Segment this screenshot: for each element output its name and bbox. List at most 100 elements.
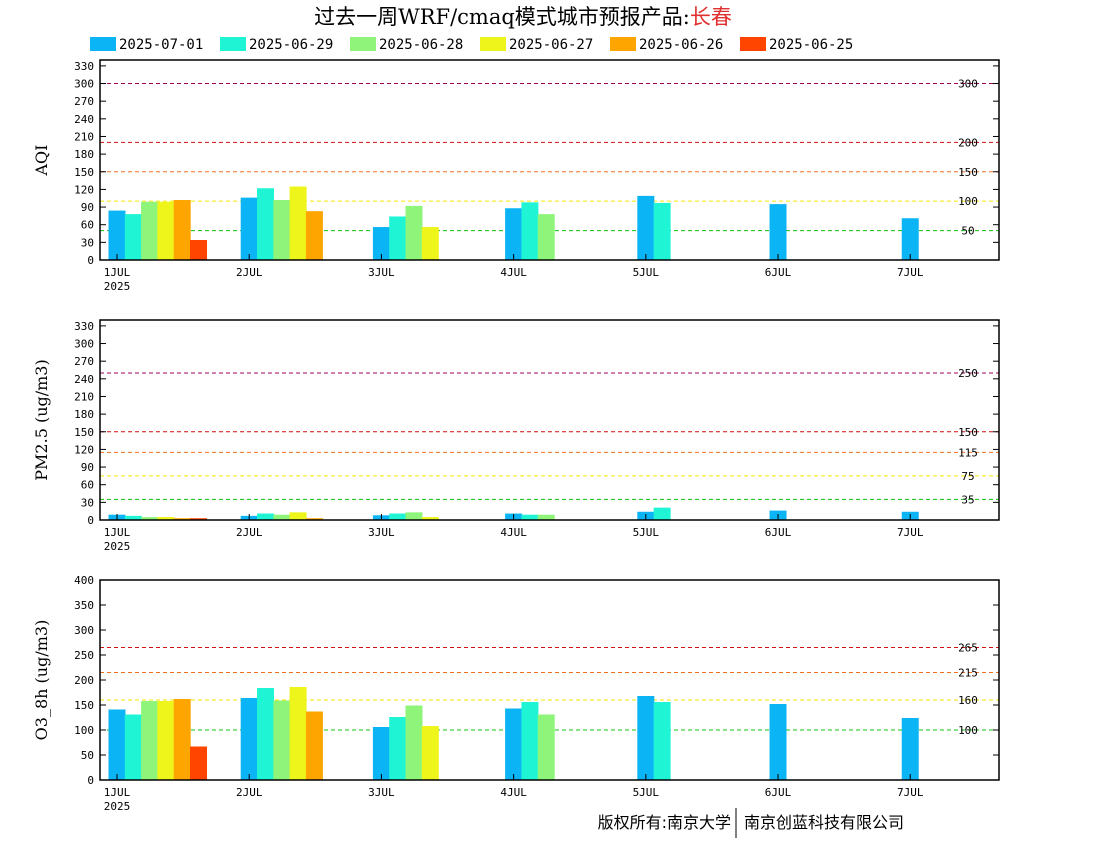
xtick-label-0-6: 7JUL <box>897 266 924 279</box>
ytick-label-2-8: 400 <box>74 574 94 587</box>
ytick-label-0-0: 0 <box>87 254 94 267</box>
legend-label-2: 2025-06-28 <box>379 37 463 53</box>
bar-p2-d2-s2 <box>405 705 423 780</box>
threshold-label-0-1: 200 <box>958 136 978 149</box>
bar-p0-d0-s3 <box>157 201 175 260</box>
bar-p2-d5-s0 <box>769 704 787 780</box>
threshold-label-0-3: 100 <box>958 195 978 208</box>
bar-p0-d1-s4 <box>305 211 323 260</box>
xtick-label-2-6: 7JUL <box>897 786 924 799</box>
threshold-label-0-0: 300 <box>958 78 978 91</box>
bar-p1-d1-s2 <box>273 514 291 520</box>
bar-p2-d1-s0 <box>240 698 258 780</box>
ytick-label-1-2: 60 <box>81 479 94 492</box>
bar-p1-d0-s2 <box>141 517 159 520</box>
bar-p2-d2-s1 <box>389 717 407 780</box>
bar-p0-d4-s1 <box>653 202 671 260</box>
bar-p1-d2-s2 <box>405 512 423 520</box>
bar-p0-d0-s5 <box>190 240 207 260</box>
bar-p2-d2-s0 <box>372 727 390 780</box>
ytick-label-0-2: 60 <box>81 219 94 232</box>
threshold-label-2-2: 160 <box>958 694 978 707</box>
bar-p0-d2-s0 <box>372 227 390 260</box>
threshold-label-1-0: 250 <box>958 367 978 380</box>
bar-p1-d2-s1 <box>389 513 407 520</box>
bar-p2-d3-s1 <box>521 702 539 780</box>
copyright-left: 版权所有:南京大学 <box>598 813 731 832</box>
panel-0: 300 200 150 100 50 0 30 60 90 120 150 180 210 240 270 3… <box>32 59 1000 293</box>
bar-p0-d1-s2 <box>273 200 291 260</box>
xtick-label-2-2: 3JUL <box>368 786 395 799</box>
threshold-label-1-4: 35 <box>961 493 974 506</box>
bar-p1-d0-s3 <box>157 517 175 520</box>
bar-p1-d3-s1 <box>521 514 539 520</box>
ytick-label-1-3: 90 <box>81 461 94 474</box>
chart-title: 过去一周WRF/cmaq模式城市预报产品:长春 <box>314 5 732 29</box>
bar-p1-d0-s4 <box>173 518 191 520</box>
legend-swatch-1 <box>220 37 246 51</box>
ytick-label-0-4: 120 <box>74 183 94 196</box>
xtick-label-2-0: 1JUL <box>104 786 131 799</box>
ytick-label-2-7: 350 <box>74 599 94 612</box>
threshold-label-2-1: 215 <box>958 667 978 680</box>
bar-p2-d4-s0 <box>637 696 655 780</box>
bar-p2-d4-s1 <box>653 702 671 780</box>
threshold-label-2-3: 100 <box>958 724 978 737</box>
xtick-label-1-5: 6JUL <box>765 526 792 539</box>
bar-p0-d2-s2 <box>405 205 423 260</box>
bar-p1-d0-s1 <box>124 515 142 520</box>
chart-title-city: 长春 <box>690 5 732 29</box>
bar-p0-d2-s3 <box>421 227 439 260</box>
ytick-label-2-6: 300 <box>74 624 94 637</box>
xtick-year-1: 2025 <box>104 540 131 553</box>
ytick-label-2-4: 200 <box>74 674 94 687</box>
ytick-label-0-9: 270 <box>74 95 94 108</box>
xtick-label-2-5: 6JUL <box>765 786 792 799</box>
threshold-label-0-2: 150 <box>958 166 978 179</box>
xtick-label-1-6: 7JUL <box>897 526 924 539</box>
bar-p2-d0-s5 <box>190 746 207 780</box>
bar-p0-d0-s1 <box>124 214 142 260</box>
bar-p0-d6-s0 <box>901 218 919 260</box>
xtick-label-1-2: 3JUL <box>368 526 395 539</box>
ytick-label-0-5: 150 <box>74 166 94 179</box>
ytick-label-2-0: 0 <box>87 774 94 787</box>
bar-p0-d0-s2 <box>141 201 159 260</box>
threshold-label-1-3: 75 <box>961 470 974 483</box>
ytick-label-1-6: 180 <box>74 408 94 421</box>
xtick-label-2-1: 2JUL <box>236 786 263 799</box>
ytick-label-1-5: 150 <box>74 426 94 439</box>
xtick-label-0-4: 5JUL <box>633 266 660 279</box>
ytick-label-0-7: 210 <box>74 130 94 143</box>
ytick-label-1-9: 270 <box>74 355 94 368</box>
legend-label-5: 2025-06-25 <box>769 37 853 53</box>
panel-frame-0 <box>99 59 1000 261</box>
bar-p0-d1-s3 <box>289 186 307 260</box>
bar-p1-d0-s5 <box>190 518 207 520</box>
bar-p2-d1-s3 <box>289 687 307 780</box>
ytick-label-0-6: 180 <box>74 148 94 161</box>
bar-p1-d1-s1 <box>257 513 275 520</box>
bar-p0-d0-s0 <box>108 210 126 260</box>
xtick-label-0-3: 4JUL <box>500 266 527 279</box>
chart-panels: 300 200 150 100 50 0 30 60 90 120 150 180 210 240 270 3… <box>32 59 1000 813</box>
bar-p1-d1-s4 <box>305 518 323 520</box>
xtick-label-1-1: 2JUL <box>236 526 263 539</box>
ytick-label-0-10: 300 <box>74 78 94 91</box>
legend-swatch-4 <box>610 37 636 51</box>
threshold-label-2-0: 265 <box>958 642 978 655</box>
ytick-label-0-1: 30 <box>81 236 94 249</box>
panel-frame-1 <box>99 319 1000 521</box>
threshold-label-0-4: 50 <box>961 225 974 238</box>
bar-p0-d3-s2 <box>537 214 555 260</box>
ytick-label-1-0: 0 <box>87 514 94 527</box>
ytick-label-0-11: 330 <box>74 60 94 73</box>
bar-p2-d6-s0 <box>901 718 919 780</box>
ytick-label-0-3: 90 <box>81 201 94 214</box>
legend-label-0: 2025-07-01 <box>119 37 203 53</box>
ytick-label-0-8: 240 <box>74 113 94 126</box>
threshold-label-1-2: 115 <box>958 446 978 459</box>
bar-p1-d3-s2 <box>537 514 555 520</box>
ytick-label-2-1: 50 <box>81 749 94 762</box>
bar-p2-d0-s1 <box>124 714 142 780</box>
